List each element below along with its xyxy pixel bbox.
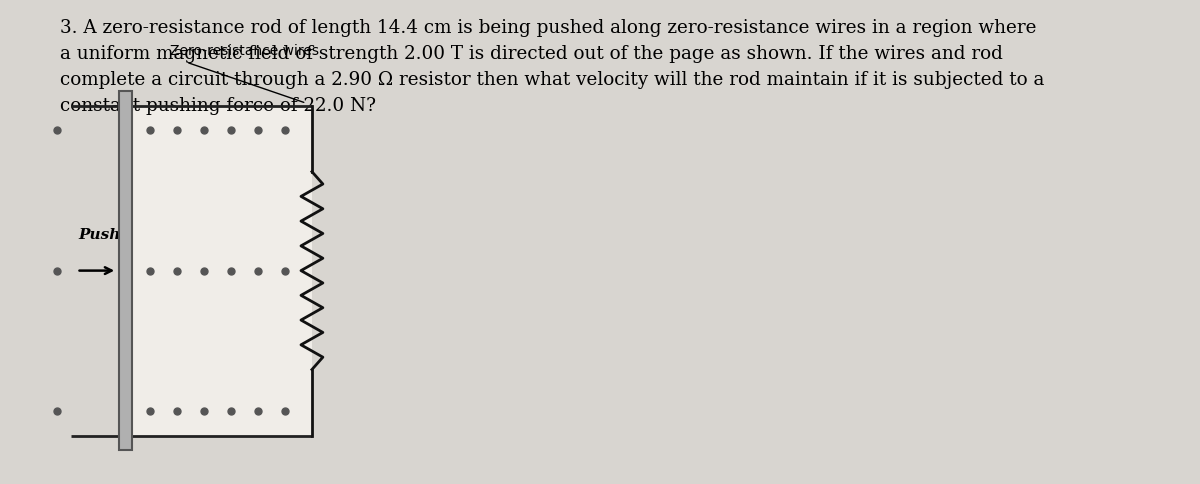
Bar xyxy=(119,92,132,450)
Text: 3. A zero-resistance rod of length 14.4 cm is being pushed along zero-resistance: 3. A zero-resistance rod of length 14.4 … xyxy=(60,19,1044,114)
Text: Zero-resistance wires: Zero-resistance wires xyxy=(169,44,319,58)
Text: Push: Push xyxy=(79,228,121,242)
Bar xyxy=(126,106,312,436)
